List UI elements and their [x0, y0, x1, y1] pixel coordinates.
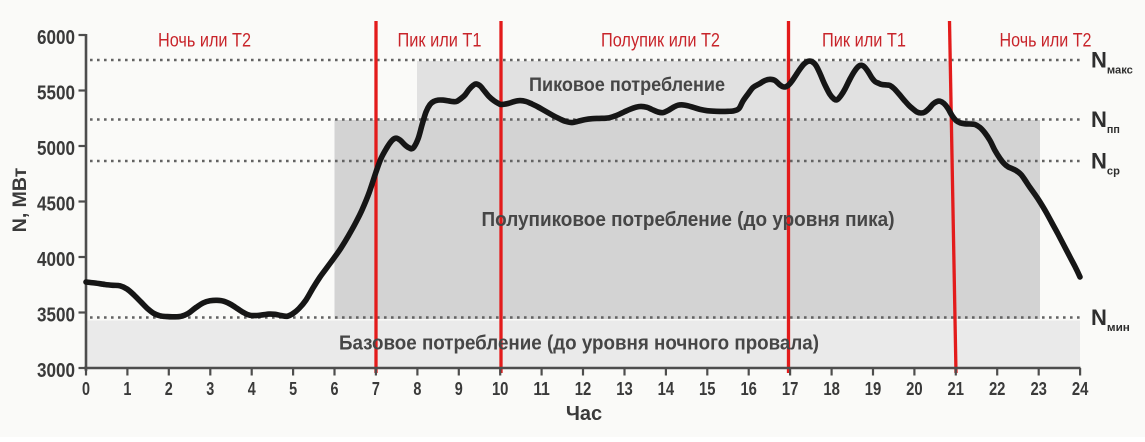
svg-text:Пик или Т1: Пик или Т1 [822, 30, 906, 52]
svg-text:22: 22 [989, 379, 1006, 399]
svg-text:Пик или Т1: Пик или Т1 [398, 30, 482, 52]
svg-text:14: 14 [658, 379, 675, 399]
svg-text:6: 6 [331, 379, 339, 399]
svg-text:19: 19 [865, 379, 882, 399]
svg-text:Ночь или Т2: Ночь или Т2 [1000, 30, 1092, 52]
svg-text:Полупик или Т2: Полупик или Т2 [601, 30, 720, 52]
svg-text:24: 24 [1072, 379, 1089, 399]
svg-text:17: 17 [782, 379, 799, 399]
svg-text:23: 23 [1030, 379, 1047, 399]
svg-text:21: 21 [948, 379, 965, 399]
svg-text:15: 15 [699, 379, 716, 399]
svg-text:20: 20 [906, 379, 923, 399]
svg-text:18: 18 [823, 379, 840, 399]
svg-text:1: 1 [123, 379, 131, 399]
svg-text:3000: 3000 [37, 360, 75, 382]
svg-text:0: 0 [82, 379, 90, 399]
svg-text:3500: 3500 [37, 305, 75, 327]
svg-text:10: 10 [492, 379, 509, 399]
svg-text:5: 5 [289, 379, 297, 399]
svg-text:N, МВт: N, МВт [9, 168, 31, 233]
svg-text:4: 4 [248, 379, 256, 399]
svg-text:12: 12 [575, 379, 592, 399]
svg-text:5500: 5500 [37, 83, 75, 105]
svg-text:11: 11 [533, 379, 550, 399]
svg-text:3: 3 [206, 379, 214, 399]
svg-text:Полупиковое потребление (до ур: Полупиковое потребление (до уровня пика) [482, 209, 895, 231]
svg-text:9: 9 [455, 379, 463, 399]
svg-text:16: 16 [740, 379, 757, 399]
svg-text:13: 13 [616, 379, 633, 399]
svg-text:Базовое потребление (до уровня: Базовое потребление (до уровня ночного п… [339, 333, 819, 355]
svg-text:4000: 4000 [37, 249, 75, 271]
svg-text:4500: 4500 [37, 194, 75, 216]
svg-text:Ночь или Т2: Ночь или Т2 [158, 30, 251, 52]
svg-text:7: 7 [372, 379, 380, 399]
svg-text:Пиковое потребление: Пиковое потребление [529, 74, 725, 96]
svg-text:Час: Час [566, 403, 602, 425]
svg-text:2: 2 [165, 379, 173, 399]
svg-text:6000: 6000 [37, 27, 75, 49]
svg-text:5000: 5000 [37, 138, 75, 160]
svg-text:8: 8 [413, 379, 421, 399]
